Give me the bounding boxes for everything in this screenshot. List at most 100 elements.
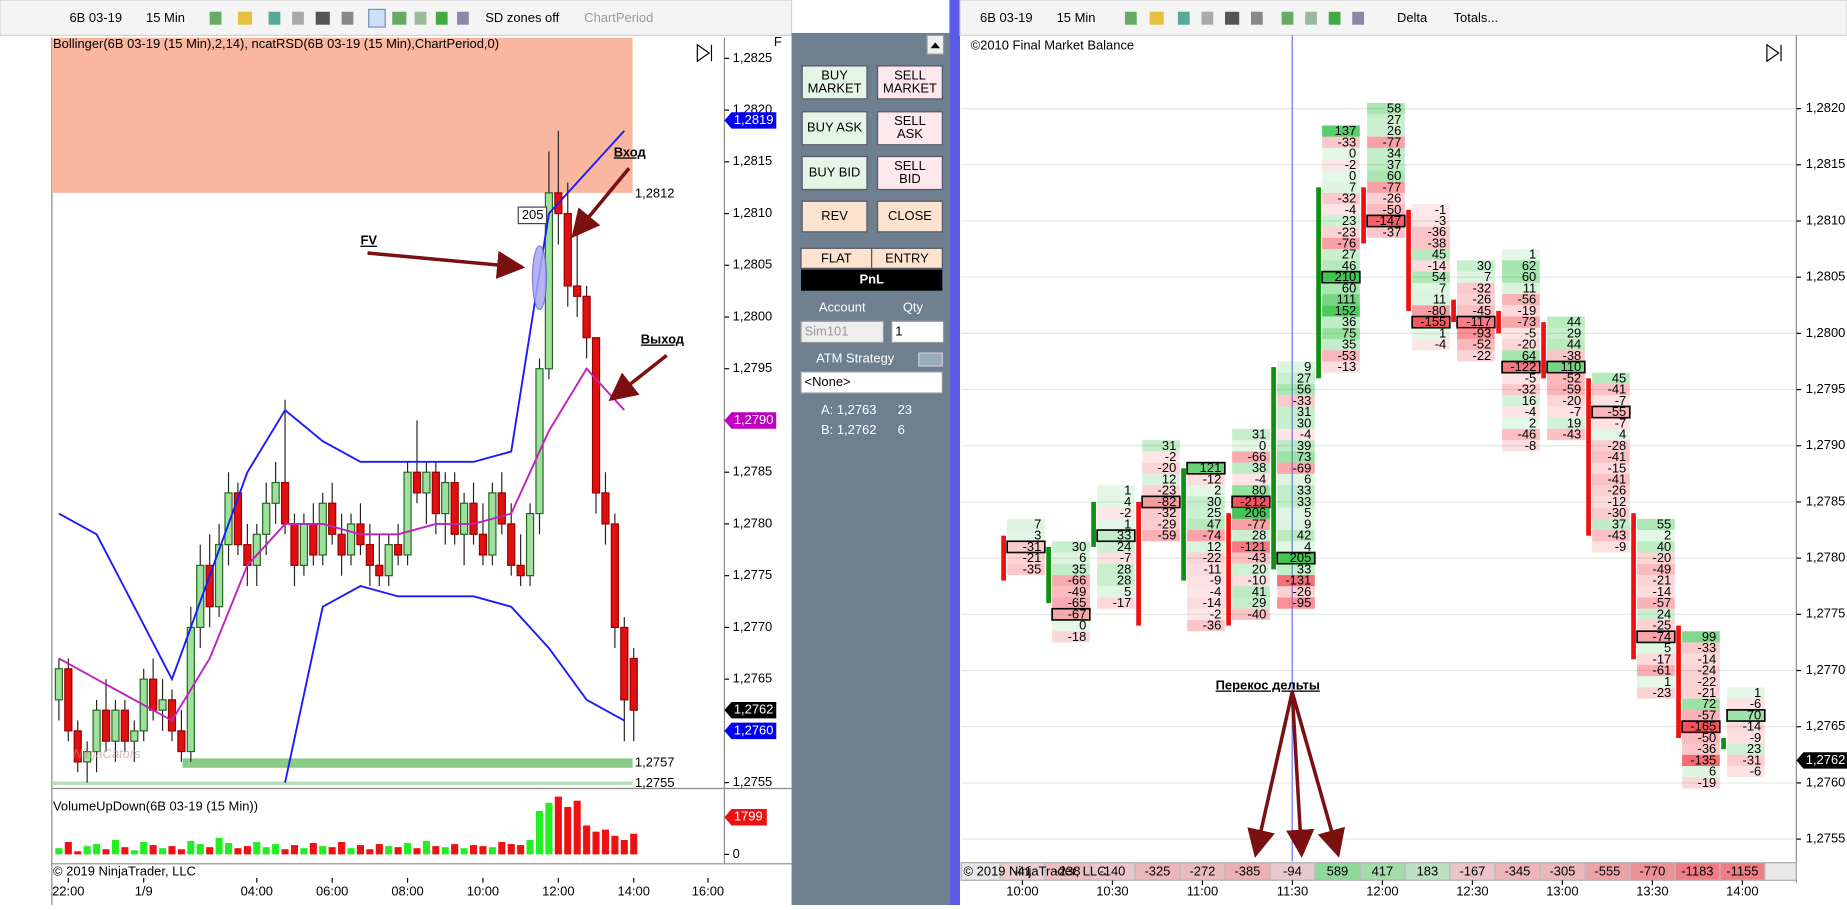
footprint-value: 31 — [1252, 427, 1266, 442]
order-button[interactable] — [876, 200, 943, 233]
footprint-cell — [1637, 631, 1675, 643]
footprint-cell — [1592, 417, 1630, 429]
footprint-cell — [1547, 339, 1585, 351]
volume-bar — [413, 848, 421, 855]
footprint-cell — [1592, 496, 1630, 508]
candle-body — [177, 730, 186, 753]
footprint-value: 44 — [1567, 337, 1581, 352]
mode[interactable]: Delta — [1397, 10, 1428, 25]
footprint-value: 4 — [1304, 539, 1311, 554]
period[interactable]: 15 Min — [146, 10, 185, 25]
chart-period[interactable]: ChartPeriod — [584, 10, 653, 25]
footprint-cell — [1727, 754, 1765, 767]
footprint-cell — [1457, 339, 1495, 351]
candle-body — [1676, 625, 1681, 738]
candle-body — [1541, 322, 1546, 379]
delta-value: 589 — [1327, 863, 1349, 878]
atm-select[interactable] — [800, 371, 943, 394]
footprint-cell — [1277, 597, 1315, 609]
period[interactable]: 15 Min — [1057, 10, 1096, 25]
band-line — [284, 585, 625, 783]
order-button[interactable] — [876, 111, 943, 146]
footprint-cell — [1097, 485, 1135, 497]
y-tick-label: 1,2760 — [1806, 774, 1846, 789]
footprint-cell — [1592, 462, 1630, 474]
candle-body — [1001, 535, 1006, 581]
footprint-value: 30 — [1072, 539, 1086, 554]
entry-button[interactable] — [871, 247, 943, 269]
footprint-value: -165 — [1690, 719, 1716, 734]
delta-value: -325 — [1144, 863, 1170, 878]
footprint-value: 45 — [1432, 247, 1446, 262]
candle-body — [1181, 468, 1186, 581]
instrument[interactable]: 6B 03-19 — [980, 10, 1033, 25]
footprint-cell — [1322, 350, 1360, 362]
candle-body — [507, 523, 516, 566]
footprint-cell — [1682, 732, 1720, 744]
footprint-cell — [1277, 518, 1315, 531]
footprint-value: 7 — [1484, 269, 1491, 284]
footprint-cell — [1637, 619, 1675, 632]
poc-box — [1591, 405, 1631, 419]
footprint-cell — [1232, 552, 1270, 564]
footprint-cell — [1592, 395, 1630, 407]
footprint-cell — [1052, 575, 1090, 587]
volume-bar — [385, 846, 393, 855]
footprint-cell — [1322, 294, 1360, 306]
footprint-cell — [1007, 530, 1045, 542]
totals[interactable]: Totals... — [1454, 10, 1499, 25]
footprint-value: 41 — [1252, 584, 1266, 599]
order-button[interactable] — [876, 155, 943, 191]
order-button[interactable] — [801, 111, 868, 146]
order-button[interactable] — [801, 155, 868, 191]
order-button[interactable] — [801, 200, 868, 233]
footprint-value: -21 — [1698, 685, 1717, 700]
footprint-cell — [1232, 530, 1270, 542]
footprint-cell — [1637, 642, 1675, 654]
instrument[interactable]: 6B 03-19 — [69, 10, 122, 25]
footprint-value: 39 — [1297, 438, 1311, 453]
footprint-value: -2 — [1345, 157, 1357, 172]
footprint-value: -4 — [1525, 404, 1537, 419]
candle-body — [591, 337, 601, 494]
volume-bar — [121, 847, 129, 855]
footprint-value: 0 — [1349, 146, 1356, 161]
qty-input[interactable] — [891, 320, 945, 344]
footprint-value: 11 — [1433, 292, 1446, 307]
volume-bar — [469, 845, 478, 855]
volume-bar — [526, 839, 534, 855]
candle-body — [1091, 501, 1096, 547]
footprint-cell — [1232, 473, 1270, 486]
footprint-cell — [1232, 608, 1270, 620]
footprint-cell — [1007, 518, 1045, 531]
footprint-value: -121 — [1240, 539, 1266, 554]
footprint-value: -14 — [1203, 595, 1222, 610]
x-tick-label: 14:00 — [1726, 883, 1758, 898]
footprint-cell — [1547, 361, 1585, 373]
footprint-cell — [1412, 260, 1450, 272]
footprint-value: -117 — [1466, 314, 1491, 329]
volume-bar — [309, 843, 317, 855]
candle-body — [573, 285, 582, 297]
footprint-value: 31 — [1297, 404, 1311, 419]
sd-zones[interactable]: SD zones off — [485, 10, 559, 25]
footprint-cell — [1412, 339, 1450, 351]
account-select[interactable] — [800, 320, 885, 344]
footprint-cell — [1412, 271, 1450, 283]
footprint-cell — [1232, 428, 1270, 441]
order-button[interactable] — [876, 65, 943, 100]
footprint-cell — [1547, 350, 1585, 362]
candle-body — [610, 523, 620, 628]
footprint-cell — [1142, 518, 1180, 531]
volume-bar — [338, 842, 346, 855]
footprint-value: -22 — [1203, 550, 1222, 565]
atm-button[interactable] — [918, 352, 943, 367]
footprint-value: 7 — [1439, 280, 1446, 295]
flat-label: FLAT — [821, 250, 852, 265]
x-tick-label: 08:00 — [391, 883, 423, 898]
footprint-value: -41 — [1608, 471, 1627, 486]
y-tick-label: 1,2780 — [1806, 550, 1846, 565]
order-button[interactable] — [801, 65, 868, 100]
footprint-value: 31 — [1162, 438, 1176, 453]
poc-box — [1366, 214, 1406, 228]
